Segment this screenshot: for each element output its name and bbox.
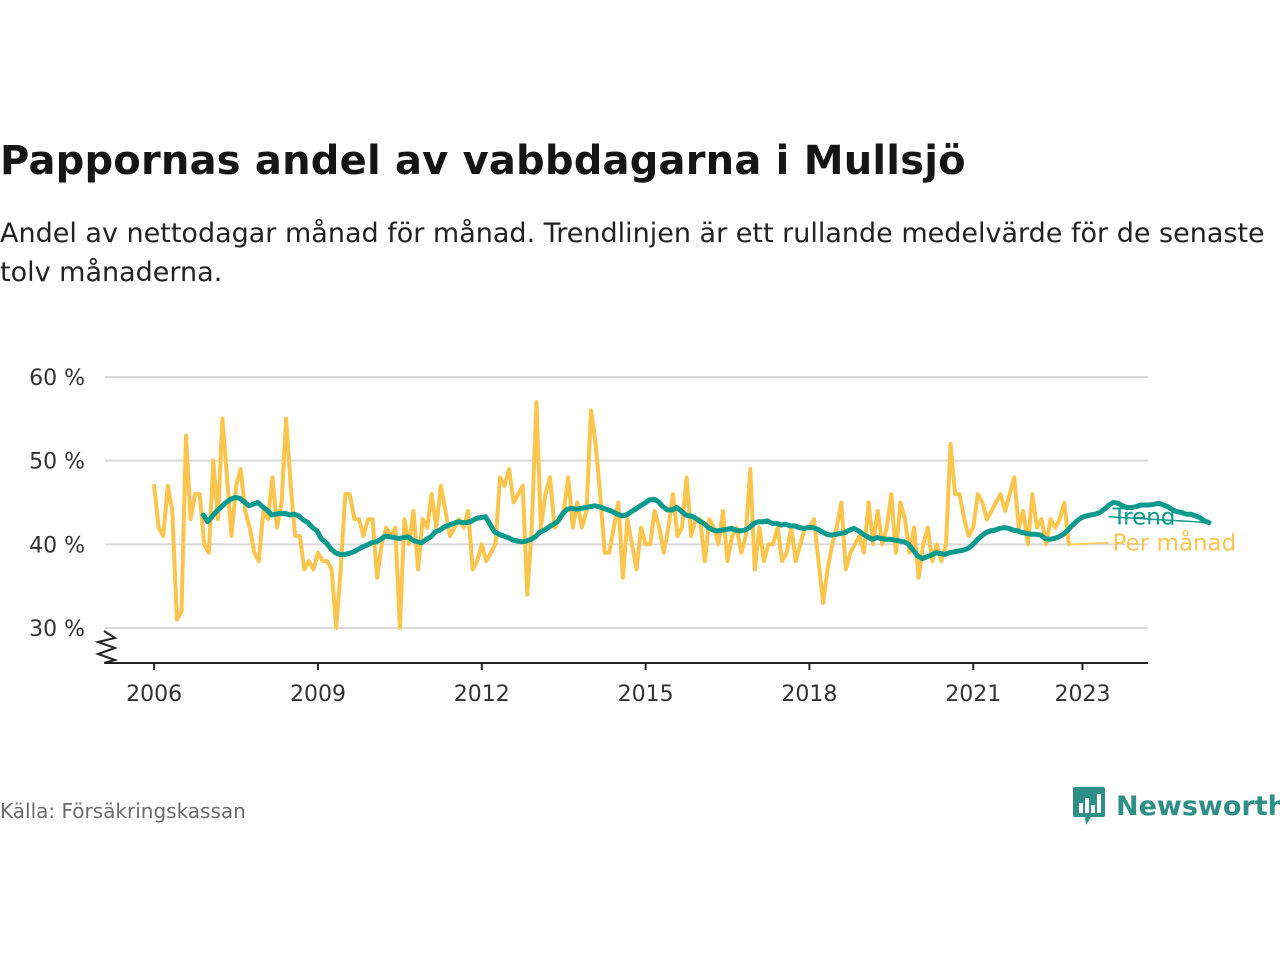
chart-title: Pappornas andel av vabbdagarna i Mullsjö [0, 138, 966, 184]
trend-line [200, 495, 1212, 562]
x-tick-label: 2009 [290, 682, 346, 707]
monthly-label-connector [1070, 541, 1109, 546]
line-chart: 30 % 40 % 50 % 60 % 2006 2009 2012 2015 2018 2021… [29, 366, 1237, 707]
x-tick-label: 2018 [781, 682, 837, 707]
x-tick-label: 2012 [454, 682, 510, 707]
y-tick-label: 60 % [29, 366, 85, 391]
brand-name: Newsworthy [1116, 790, 1280, 822]
monthly-series-label: Per månad [1113, 529, 1237, 557]
axes: 30 % 40 % 50 % 60 % 2006 2009 2012 2015 2018 2021… [29, 366, 1148, 707]
grid-lines [105, 376, 1148, 629]
trend-series-label: Trend [1112, 505, 1176, 531]
y-tick-label: 30 % [29, 617, 85, 642]
bar-chart-badge-icon [1073, 787, 1105, 825]
axis-break-icon [94, 630, 119, 664]
source-note: Källa: Försäkringskassan [0, 799, 246, 823]
y-tick-label: 40 % [29, 533, 85, 558]
series-lines [152, 400, 1212, 630]
trend-label-connector [1108, 515, 1212, 524]
chart-subtitle: Andel av nettodagar månad för månad. Tre… [0, 218, 1265, 288]
y-tick-label: 50 % [29, 450, 85, 475]
x-tick-label: 2021 [945, 682, 1001, 707]
x-tick-label: 2006 [126, 682, 182, 707]
brand-logo: Newsworthy [1072, 784, 1280, 828]
x-tick-label: 2023 [1054, 682, 1110, 707]
x-tick-label: 2015 [618, 682, 674, 707]
